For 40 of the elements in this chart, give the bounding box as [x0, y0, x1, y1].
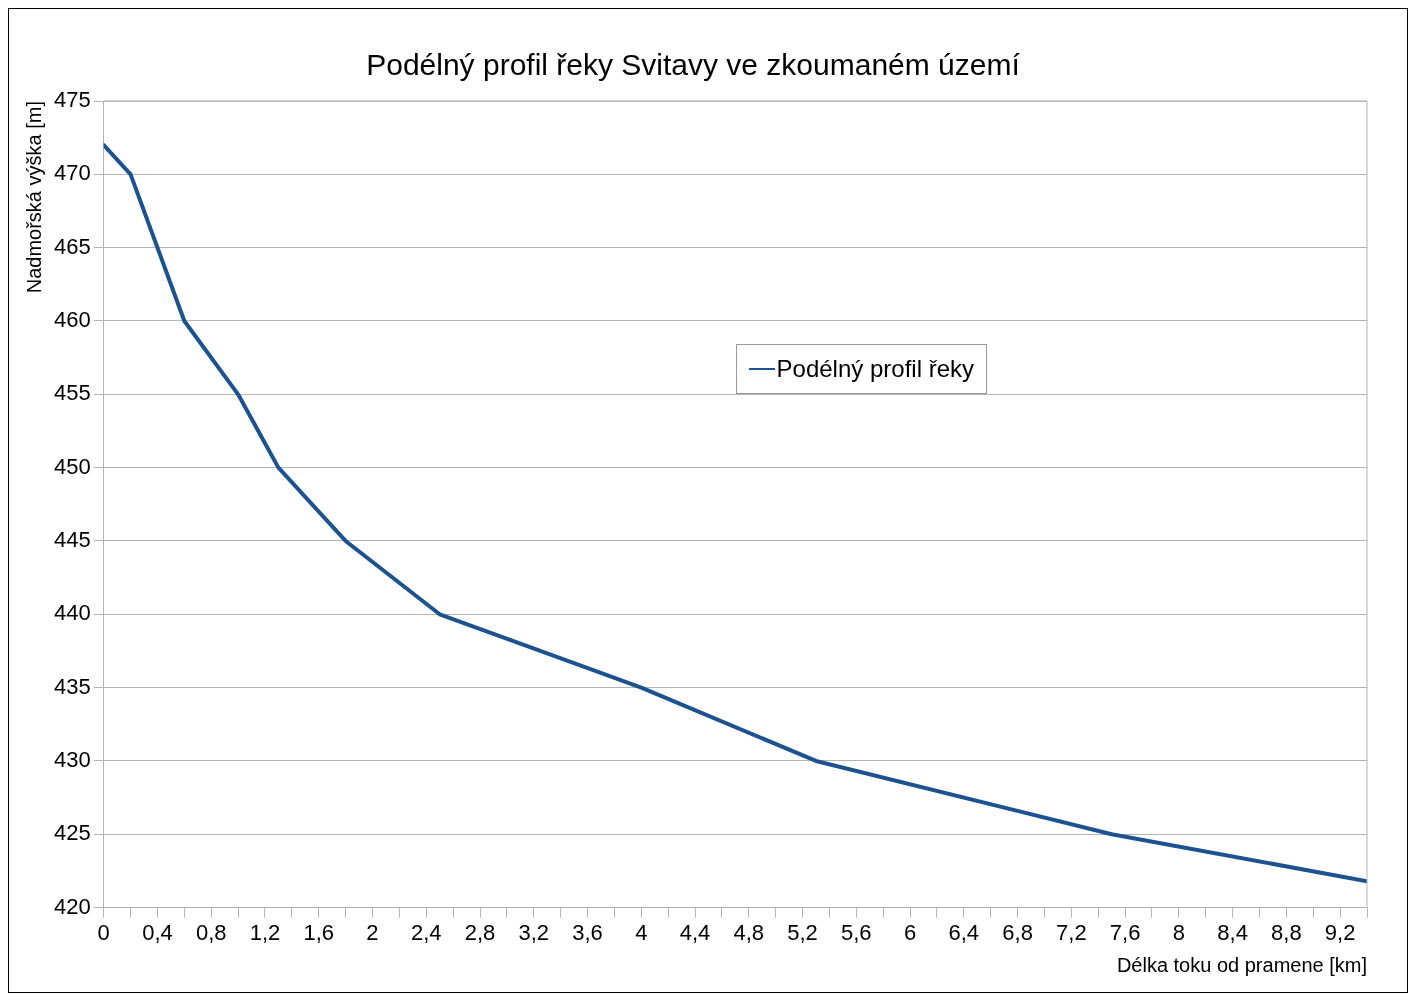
x-tick-label: 0,4	[142, 919, 173, 945]
x-tick-label: 1,2	[249, 919, 281, 945]
y-tick-label: 430	[53, 747, 91, 773]
y-tick-label: 475	[53, 87, 91, 113]
y-tick-label: 460	[53, 307, 91, 333]
x-tick-label: 4,4	[679, 919, 711, 945]
x-tick-label: 5,6	[841, 919, 872, 945]
legend-label: Podélný profil řeky	[776, 355, 974, 383]
y-tick-label: 440	[53, 600, 91, 626]
y-tick-label: 435	[53, 673, 91, 699]
y-axis-title: Nadmořská výška [m]	[22, 101, 45, 294]
x-tick-label: 1,6	[303, 919, 335, 945]
y-tick-label: 425	[53, 820, 91, 846]
x-tick-label: 6	[903, 919, 917, 945]
x-tick-label: 9,2	[1324, 919, 1356, 945]
x-tick-label: 8	[1172, 919, 1185, 945]
x-tick-label: 2,8	[464, 919, 496, 945]
y-tick-label: 420	[53, 893, 91, 919]
x-tick-label: 6,8	[1002, 919, 1033, 945]
x-tick-label: 0	[97, 919, 110, 945]
x-tick-label: 7,2	[1056, 919, 1087, 945]
y-tick-label: 455	[53, 380, 91, 406]
y-tick-label: 470	[53, 160, 91, 186]
x-tick-label: 8,8	[1271, 919, 1302, 945]
x-tick-label: 2	[366, 919, 379, 945]
x-tick-label: 4,8	[733, 919, 765, 945]
x-tick-label: 3,6	[572, 919, 603, 945]
x-tick-label: 8,4	[1217, 919, 1248, 945]
x-tick-label: 7,6	[1109, 919, 1141, 945]
y-tick-label: 465	[53, 233, 91, 259]
x-tick-label: 3,2	[518, 919, 550, 945]
x-tick-label: 5,2	[787, 919, 818, 945]
x-tick-label: 4	[635, 919, 648, 945]
x-tick-label: 2,4	[410, 919, 442, 945]
y-tick-label: 450	[53, 453, 91, 479]
x-tick-label: 6,4	[948, 919, 980, 945]
chart-title: Podélný profil řeky Svitavy ve zkoumaném území	[366, 48, 1021, 82]
y-tick-label: 445	[53, 527, 91, 553]
x-axis-title: Délka toku od pramene [km]	[1116, 953, 1367, 976]
x-tick-label: 0,8	[195, 919, 227, 945]
